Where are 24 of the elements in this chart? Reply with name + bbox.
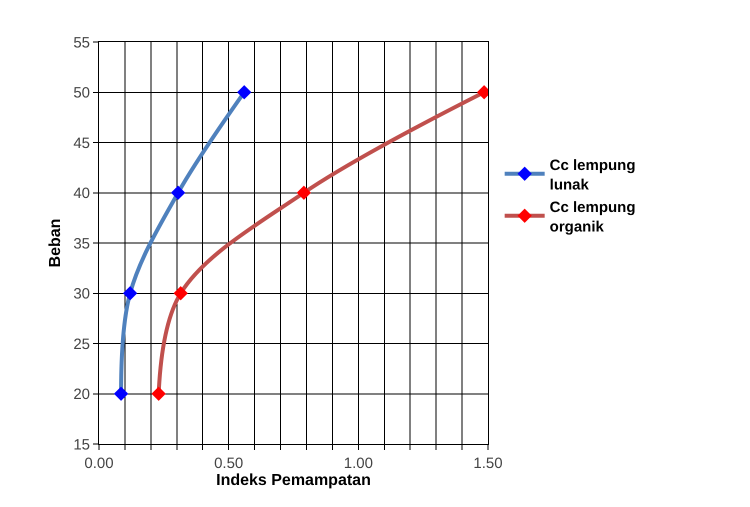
point	[152, 386, 166, 401]
y-tick-label: 15	[73, 436, 90, 454]
y-tick-label: 55	[73, 34, 90, 52]
point	[170, 186, 186, 200]
point	[122, 286, 138, 300]
y-tick-label: 30	[73, 286, 90, 302]
point	[114, 386, 128, 401]
point	[174, 286, 188, 300]
legend-label: Cc lempung organik	[550, 198, 636, 236]
x-tick-label: 1.00	[344, 455, 373, 472]
x-tick-label: 1.50	[473, 455, 503, 472]
x-axis-title: Indeks Pemampatan	[216, 472, 371, 489]
y-tick-label: 45	[73, 134, 90, 152]
y-tick-label: 25	[73, 336, 90, 353]
x-tick-label: 0.50	[214, 455, 244, 472]
legend-label: Cc lempung lunak	[550, 156, 636, 194]
y-tick-label: 35	[73, 235, 90, 252]
y-axis-title: Beban	[47, 218, 64, 268]
point	[296, 186, 312, 200]
point	[237, 85, 252, 100]
y-tick-label: 40	[73, 185, 90, 202]
x-tick-label: 0.00	[84, 455, 114, 472]
y-tick-label: 50	[73, 84, 90, 102]
y-tick-label: 20	[73, 386, 90, 403]
